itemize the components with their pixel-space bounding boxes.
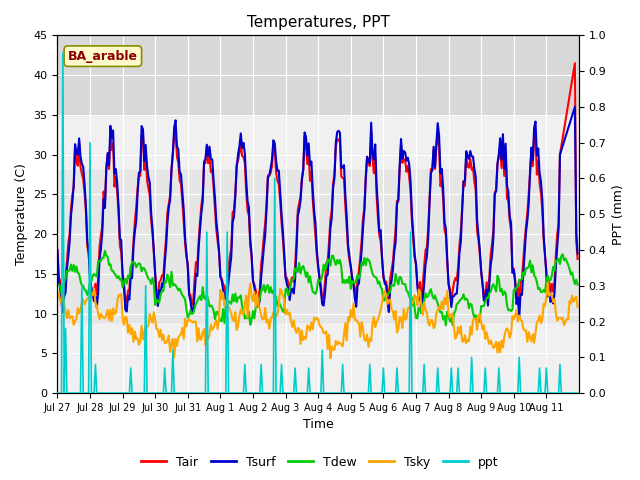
Legend: Tair, Tsurf, Tdew, Tsky, ppt: Tair, Tsurf, Tdew, Tsky, ppt — [136, 451, 504, 474]
Text: BA_arable: BA_arable — [68, 49, 138, 63]
X-axis label: Time: Time — [303, 419, 333, 432]
Bar — [58, 170, 579, 322]
Y-axis label: PPT (mm): PPT (mm) — [612, 184, 625, 245]
Y-axis label: Temperature (C): Temperature (C) — [15, 163, 28, 265]
Title: Temperatures, PPT: Temperatures, PPT — [247, 15, 390, 30]
Bar — [58, 36, 579, 115]
